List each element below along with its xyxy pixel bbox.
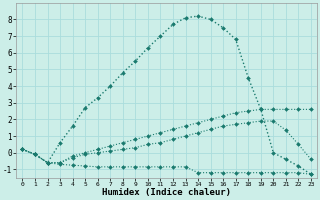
X-axis label: Humidex (Indice chaleur): Humidex (Indice chaleur) [102,188,231,197]
